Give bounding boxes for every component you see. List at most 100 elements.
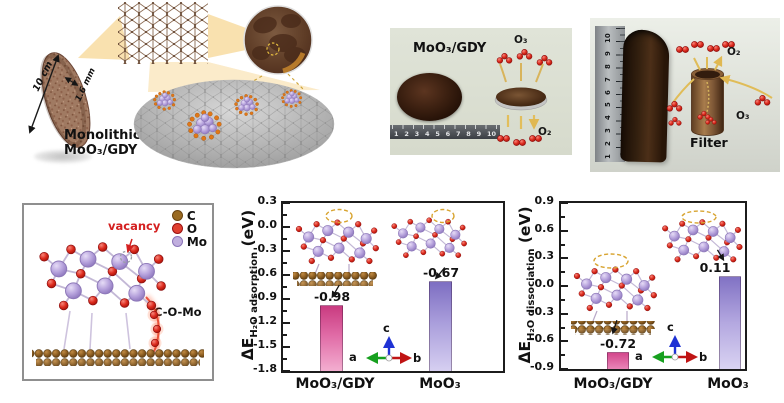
adsorbed-water-highlight <box>431 208 455 224</box>
ruler-number: 9 <box>604 50 612 56</box>
structure-inset-moo3-gdy <box>293 208 379 286</box>
filter-caption: Filter <box>690 135 728 150</box>
ozone-label: O₃ <box>514 34 528 46</box>
ozone-flow-illustration <box>494 49 553 146</box>
panel-structure: C O Mo vacancy C-O-Mo <box>22 203 214 381</box>
y-tick-label: -0.3 <box>529 304 554 318</box>
oxygen-vacancy-marker <box>119 250 133 264</box>
y-tick-labels: 0.9 0.6 0.3 0.0 -0.3 -0.6 -0.9 <box>512 194 555 373</box>
oxygen-label: O₂ <box>538 126 552 138</box>
diameter-arrow <box>28 54 60 134</box>
downward-flow-arrows <box>506 115 534 129</box>
y-tick-mark <box>283 250 290 252</box>
y-minor-tick-mark <box>283 238 287 240</box>
crystal-axes-icon <box>366 336 412 364</box>
ruler-number: 1 <box>604 154 612 159</box>
ozone-molecule-icon <box>668 116 682 126</box>
bar <box>320 305 343 371</box>
category-label: MoO₃ <box>419 376 461 392</box>
y-minor-tick-mark <box>561 354 565 357</box>
oxygen-label: O₂ <box>727 46 741 58</box>
composite-surface-illustration <box>133 79 335 169</box>
chart-h2o-adsorption: ΔEH₂O adsorption (eV) 0.3 0.0 -0.3 -0.6 -0.9… <box>235 190 515 403</box>
legend-label: C <box>186 208 196 223</box>
ruler-number: 4 <box>604 115 612 121</box>
caption-line-2: MoO₃/GDY <box>64 143 138 158</box>
ruler-number: 10 <box>486 129 496 138</box>
y-tick-label: -0.6 <box>252 266 277 279</box>
y-tick-mark <box>561 368 568 370</box>
y-tick-label: 0.6 <box>534 221 555 235</box>
category-label: MoO₃ <box>707 376 749 392</box>
chart-h2o-dissociation: ΔEH₂O dissociation (eV) 0.9 0.6 0.3 0.0 -0.3… <box>512 190 784 403</box>
structure-inset-moo3 <box>661 210 743 263</box>
ruler-number: 3 <box>604 128 612 134</box>
ruler-number: 8 <box>604 63 612 69</box>
y-minor-tick-mark <box>283 334 287 336</box>
vacancy-arrow <box>126 238 134 253</box>
y-tick-label: 0.0 <box>534 277 555 290</box>
filter-tube-icon <box>691 74 724 136</box>
gdy-carbon-layer <box>32 349 204 358</box>
surface-closeup-inset <box>243 5 313 75</box>
axis-c-label: c <box>383 321 390 335</box>
y-tick-mark <box>561 312 568 315</box>
y-minor-tick-mark <box>561 215 565 218</box>
sample-title: MoO₃/GDY <box>413 41 487 56</box>
ruler-number: 4 <box>424 129 430 138</box>
thickness-arrow <box>64 77 79 86</box>
caption-line-1: Monolithic <box>64 128 141 143</box>
y-minor-tick-mark <box>283 358 287 360</box>
category-label: MoO₃/GDY <box>295 376 375 392</box>
axis-a-label: a <box>349 350 357 364</box>
internal-flow-trail <box>705 81 710 117</box>
y-tick-mark <box>283 346 290 348</box>
ruler-number: 5 <box>435 129 440 138</box>
axis-b-label: b <box>413 351 422 365</box>
y-minor-tick-mark <box>283 262 287 264</box>
y-minor-tick-mark <box>283 310 287 312</box>
oxygen-molecule-icon <box>676 46 689 53</box>
bond-label: C-O-Mo <box>154 305 202 319</box>
structure-legend: C O Mo <box>171 208 207 249</box>
gdy-lattice-illustration <box>118 2 208 64</box>
ruler-ticks <box>392 125 498 129</box>
crystal-axes-icon <box>652 335 698 363</box>
structure-inset-moo3-gdy <box>571 253 657 335</box>
y-tick-mark <box>283 370 290 372</box>
ruler-number: 3 <box>414 129 420 138</box>
panel-disk-photo: MoO₃/GDY 1 2 3 4 5 6 7 8 9 10 O₃ O₂ <box>390 28 572 155</box>
plot-area: -0.98 -0.67 a <box>281 201 505 373</box>
ruler-number: 9 <box>476 129 482 138</box>
y-tick-label: 0.9 <box>534 194 555 207</box>
axis-b-label: b <box>699 350 708 364</box>
ruler-number: 7 <box>604 76 612 82</box>
moo3-gdy-structure <box>32 238 204 366</box>
y-tick-label: -1.8 <box>252 362 277 375</box>
ozone-molecule-icon <box>754 95 771 106</box>
bar-value-label: 0.11 <box>699 259 731 275</box>
ozone-molecule-icon <box>496 53 513 64</box>
y-minor-tick-mark <box>283 286 287 288</box>
y-tick-mark <box>283 298 290 300</box>
bar <box>429 280 452 371</box>
bar-value-label: -0.72 <box>599 336 637 352</box>
ozone-molecule-icon <box>536 55 553 66</box>
oxygen-molecule-icon <box>707 45 720 52</box>
y-tick-mark <box>283 322 290 324</box>
ozone-molecule-icon <box>516 49 533 60</box>
bar <box>607 352 629 369</box>
y-minor-tick-mark <box>561 298 565 301</box>
dissociated-water-highlight <box>681 210 717 224</box>
ruler-number: 10 <box>604 33 612 43</box>
filter-roll-photo <box>620 29 670 163</box>
y-tick-label: -1.2 <box>252 314 277 327</box>
ozone-label: O₃ <box>736 110 750 122</box>
panel-filter-photo: 1 2 3 4 5 6 7 8 9 10 O₂ O₃ Filter <box>590 18 780 172</box>
bar <box>719 275 741 369</box>
y-tick-mark <box>561 229 568 232</box>
ruler-number: 5 <box>604 102 612 108</box>
legend-swatch <box>171 223 183 234</box>
y-minor-tick-mark <box>283 214 287 216</box>
ruler-number: 6 <box>445 129 451 138</box>
